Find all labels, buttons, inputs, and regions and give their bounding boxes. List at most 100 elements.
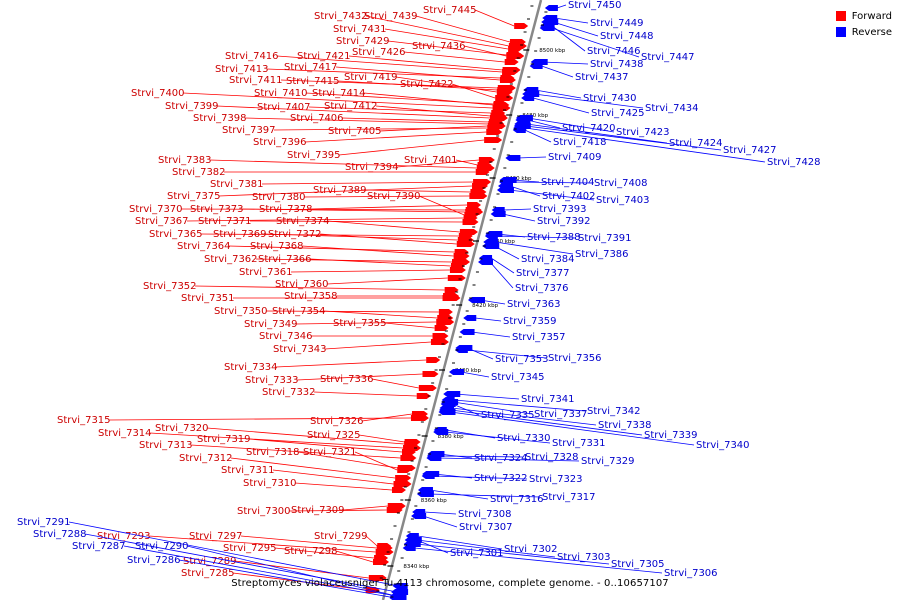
reverse-gene-label: Strvi_7393 xyxy=(533,204,587,215)
reverse-gene-label: Strvi_7306 xyxy=(664,568,718,579)
forward-gene-label: Strvi_7365 xyxy=(149,229,203,240)
forward-gene-arrow xyxy=(375,549,394,555)
reverse-leader-line xyxy=(123,545,397,597)
reverse-gene-label: Strvi_7335 xyxy=(481,410,535,421)
reverse-gene-arrow xyxy=(463,315,477,321)
forward-leader-line xyxy=(186,217,464,222)
forward-gene-label: Strvi_7326 xyxy=(310,416,364,427)
reverse-gene-label: Strvi_7323 xyxy=(529,474,583,485)
reverse-gene-label: Strvi_7331 xyxy=(552,438,606,449)
forward-gene-arrow xyxy=(465,209,484,215)
forward-gene-arrow xyxy=(504,59,519,65)
reverse-gene-arrow xyxy=(421,473,435,479)
reverse-leader-line xyxy=(490,257,515,274)
kbp-tick-label: 8500 kbp xyxy=(539,48,565,54)
forward-gene-arrow xyxy=(391,487,406,493)
reverse-gene-label: Strvi_7446 xyxy=(587,46,641,57)
forward-gene-arrow xyxy=(400,455,417,461)
kbp-tick-label: 8460 kbp xyxy=(506,176,532,182)
forward-gene-arrow xyxy=(404,439,421,445)
forward-leader-line xyxy=(248,438,403,453)
reverse-leader-line xyxy=(424,511,457,515)
forward-gene-arrow xyxy=(496,89,513,95)
reverse-gene-arrow xyxy=(505,155,521,161)
forward-gene-label: Strvi_7351 xyxy=(181,293,235,304)
forward-leader-line xyxy=(294,482,392,491)
forward-leader-line xyxy=(384,322,435,329)
reverse-leader-line xyxy=(428,493,541,498)
reverse-gene-label: Strvi_7302 xyxy=(504,544,558,555)
forward-leader-line xyxy=(182,92,493,109)
reverse-leader-line xyxy=(542,61,589,65)
reverse-leader-line xyxy=(460,371,490,378)
forward-gene-label: Strvi_7333 xyxy=(245,375,299,386)
forward-leader-line xyxy=(180,208,466,211)
reverse-gene-label: Strvi_7288 xyxy=(33,529,87,540)
forward-gene-arrow xyxy=(401,449,416,455)
forward-gene-arrow xyxy=(426,357,441,363)
forward-leader-line xyxy=(384,28,509,50)
reverse-gene-label: Strvi_7425 xyxy=(591,108,645,119)
reverse-gene-arrow xyxy=(468,297,485,303)
reverse-gene-label: Strvi_7317 xyxy=(542,492,596,503)
reverse-gene-label: Strvi_7384 xyxy=(521,254,575,265)
forward-gene-label: Strvi_7355 xyxy=(333,318,387,329)
forward-gene-label: Strvi_7350 xyxy=(214,306,268,317)
forward-gene-arrow xyxy=(508,46,523,52)
forward-leader-line xyxy=(375,105,491,117)
forward-leader-line xyxy=(387,40,507,56)
reverse-leader-line xyxy=(186,545,397,597)
forward-gene-label: Strvi_7293 xyxy=(97,531,151,542)
forward-gene-label: Strvi_7415 xyxy=(286,76,340,87)
forward-leader-line xyxy=(216,105,490,119)
forward-gene-arrow xyxy=(484,137,503,143)
kbp-tick-label: 8400 kbp xyxy=(455,368,481,374)
forward-leader-line xyxy=(308,106,492,114)
forward-gene-arrow xyxy=(467,202,482,208)
forward-gene-label: Strvi_7413 xyxy=(215,64,269,75)
forward-gene-label: Strvi_7297 xyxy=(189,531,243,542)
forward-gene-label: Strvi_7398 xyxy=(193,113,247,124)
reverse-gene-label: Strvi_7438 xyxy=(590,59,644,70)
forward-leader-line xyxy=(295,321,437,325)
forward-gene-arrow xyxy=(418,385,437,391)
forward-gene-arrow xyxy=(456,241,475,247)
forward-leader-line xyxy=(319,233,457,245)
reverse-leader-line xyxy=(455,393,520,400)
forward-leader-line xyxy=(361,413,413,422)
forward-gene-label: Strvi_7414 xyxy=(312,88,366,99)
reverse-leader-line xyxy=(489,261,514,289)
forward-leader-line xyxy=(244,117,489,125)
forward-gene-label: Strvi_7358 xyxy=(284,291,338,302)
reverse-leader-line xyxy=(535,89,582,99)
forward-gene-arrow xyxy=(438,309,453,315)
forward-gene-label: Strvi_7295 xyxy=(223,543,277,554)
forward-leader-line xyxy=(324,341,431,350)
reverse-gene-arrow xyxy=(544,5,558,11)
reverse-leader-line xyxy=(438,455,524,458)
forward-gene-label: Strvi_7401 xyxy=(404,155,458,166)
forward-gene-label: Strvi_7314 xyxy=(98,428,152,439)
forward-gene-label: Strvi_7422 xyxy=(400,79,454,90)
forward-gene-arrow xyxy=(486,129,503,135)
reverse-leader-line xyxy=(178,559,396,599)
forward-gene-label: Strvi_7312 xyxy=(179,453,233,464)
forward-gene-arrow xyxy=(442,295,461,301)
forward-leader-line xyxy=(301,245,454,257)
reverse-gene-arrow xyxy=(389,595,407,600)
forward-gene-arrow xyxy=(447,275,466,281)
forward-leader-line xyxy=(148,535,376,553)
forward-leader-line xyxy=(297,451,398,469)
forward-leader-line xyxy=(354,451,398,471)
forward-gene-label: Strvi_7406 xyxy=(290,113,344,124)
forward-gene-label: Strvi_7346 xyxy=(259,331,313,342)
reverse-gene-arrow xyxy=(426,455,442,461)
forward-gene-label: Strvi_7318 xyxy=(246,447,300,458)
forward-gene-label: Strvi_7313 xyxy=(139,440,193,451)
forward-leader-line xyxy=(241,208,466,213)
reverse-leader-line xyxy=(508,189,595,201)
forward-gene-label: Strvi_7309 xyxy=(291,505,345,516)
reverse-gene-label: Strvi_7303 xyxy=(557,552,611,563)
reverse-gene-label: Strvi_7447 xyxy=(641,52,695,63)
kbp-tick-label: 8420 kbp xyxy=(472,303,498,309)
